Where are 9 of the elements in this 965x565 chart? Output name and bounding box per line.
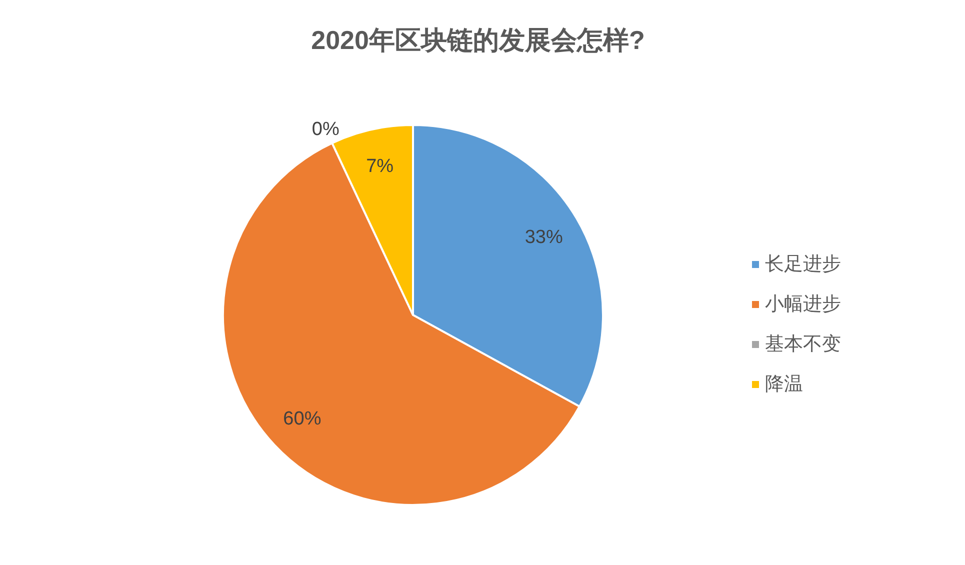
chart-title: 2020年区块链的发展会怎样? <box>311 25 645 55</box>
legend-label: 基本不变 <box>765 333 841 355</box>
text: 0% <box>312 118 340 140</box>
data-label: 7% <box>366 156 394 178</box>
legend-label: 降温 <box>765 374 803 395</box>
legend-label: 小幅进步 <box>765 294 841 315</box>
data-label: 33% <box>524 227 563 248</box>
data-label: 60% <box>283 408 322 430</box>
legend-label: 长足进步 <box>765 254 841 275</box>
